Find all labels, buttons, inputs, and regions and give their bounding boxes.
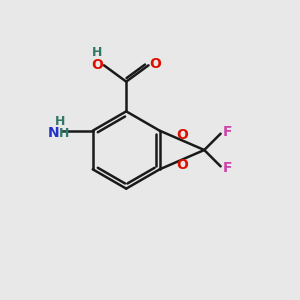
Text: F: F xyxy=(222,125,232,139)
Text: O: O xyxy=(92,58,103,72)
Text: H: H xyxy=(92,46,103,59)
Text: N: N xyxy=(47,126,59,140)
Text: O: O xyxy=(176,128,188,142)
Text: H: H xyxy=(55,115,65,128)
Text: O: O xyxy=(176,158,188,172)
Text: O: O xyxy=(149,57,161,71)
Text: H: H xyxy=(59,127,70,140)
Text: F: F xyxy=(222,161,232,175)
